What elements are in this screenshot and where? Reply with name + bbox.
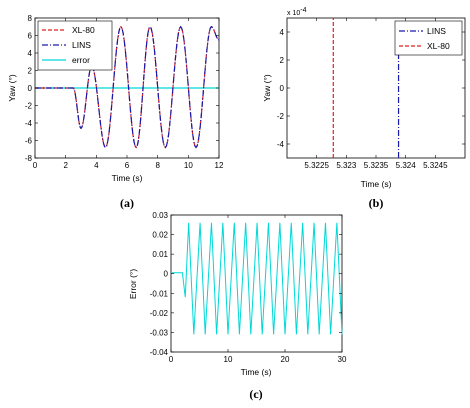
chart-b-ytick-label-4: -4: [277, 140, 285, 149]
chart-b-exponent-power: -4: [300, 7, 306, 14]
chart-a-xtick-label-6: 12: [215, 161, 224, 170]
chart-b-legend-label-xl80: XL-80: [427, 41, 450, 51]
chart-c-ytick-label-4: -0.01: [150, 289, 169, 298]
chart-b-xtick-label-0: 5.3225: [304, 161, 329, 170]
chart-c-ytick-label-6: -0.03: [150, 328, 169, 337]
chart-b-exponent: x 10-4: [287, 7, 307, 17]
chart-a-xtick-label-3: 6: [125, 161, 130, 170]
chart-b-xtick-label-1: 5.323: [336, 161, 357, 170]
chart-b-ticks: 5.3225 5.323 5.3235 5.324 5.3245 4 2 0 -2 -4: [277, 18, 465, 170]
chart-c-series-group: [171, 222, 343, 335]
chart-a-xtick-label-1: 2: [63, 161, 68, 170]
chart-a-series-group: [35, 25, 220, 149]
chart-a-series-lins: [35, 25, 220, 149]
caption-a: (a): [120, 196, 134, 210]
chart-b-xlabel: Time (s): [361, 179, 392, 189]
chart-a-ytick-label-2: 4: [28, 49, 33, 58]
chart-b-xtick-label-2: 5.3235: [364, 161, 389, 170]
chart-a-ytick-label-7: -6: [25, 137, 33, 146]
chart-a-ytick-label-0: 8: [28, 14, 33, 23]
chart-b-legend-label-lins: LINS: [427, 26, 446, 36]
chart-a-legend-label-xl80: XL-80: [72, 25, 95, 35]
chart-b: 5.3225 5.323 5.3235 5.324 5.3245 4 2 0 -2 -4 x 10…: [262, 7, 466, 189]
chart-a-ytick-label-6: -4: [25, 119, 33, 128]
chart-b-ytick-label-3: -2: [277, 112, 285, 121]
chart-a-ytick-label-5: -2: [25, 102, 33, 111]
chart-b-legend: LINS XL-80: [394, 20, 463, 56]
chart-b-ytick-label-0: 4: [280, 28, 285, 37]
chart-c-xlabel: Time (s): [241, 367, 272, 377]
caption-c: (c): [249, 387, 262, 401]
chart-b-xtick-label-4: 5.3245: [423, 161, 448, 170]
chart-a-ytick-label-1: 6: [28, 32, 33, 41]
chart-c-xtick-label-2: 20: [281, 355, 290, 364]
chart-b-ytick-label-2: 0: [280, 84, 285, 93]
chart-c-ytick-label-5: -0.02: [150, 309, 169, 318]
chart-a-ytick-label-3: 2: [28, 67, 33, 76]
chart-b-legend-box: [394, 20, 463, 56]
chart-a-xtick-label-0: 0: [33, 161, 38, 170]
chart-a-xtick-label-4: 8: [155, 161, 160, 170]
caption-b: (b): [369, 196, 384, 210]
chart-a-legend-label-lins: LINS: [72, 40, 91, 50]
chart-b-ytick-label-1: 2: [280, 56, 285, 65]
chart-c-ticks: 0 10 20 30 0.03 0.02 0.01 0 -0.01 -0.02 -0.03 -0.04: [150, 211, 347, 364]
chart-a-xtick-label-5: 10: [184, 161, 193, 170]
chart-b-exponent-base: x 10: [287, 10, 300, 17]
chart-a-legend-label-error: error: [72, 55, 90, 65]
chart-a-ytick-label-8: -8: [25, 154, 33, 163]
chart-c-ytick-label-2: 0.01: [152, 250, 168, 259]
chart-b-xtick-label-3: 5.324: [396, 161, 417, 170]
chart-c: 0 10 20 30 0.03 0.02 0.01 0 -0.01 -0.02 -0.03 -0.04…: [128, 211, 347, 377]
chart-a-xlabel: Time (s): [112, 173, 143, 183]
chart-a-xtick-label-2: 4: [94, 161, 99, 170]
chart-c-xtick-label-3: 30: [338, 355, 347, 364]
chart-b-ylabel: Yaw (°): [262, 74, 272, 101]
chart-a-ytick-label-4: 0: [28, 84, 33, 93]
chart-c-ytick-label-0: 0.03: [152, 211, 168, 220]
chart-c-series-error: [171, 222, 343, 335]
chart-c-ylabel: Error (°): [128, 269, 138, 299]
chart-a-ticks: 0 2 4 6 8 10 12 8 6 4 2 0 -2 -4 -6 -8: [25, 14, 224, 170]
chart-c-ytick-label-7: -0.04: [150, 348, 169, 357]
chart-a-legend: XL-80 LINS error: [37, 20, 113, 71]
chart-c-xtick-label-0: 0: [169, 355, 174, 364]
chart-a-ylabel: Yaw (°): [7, 74, 17, 101]
chart-c-ytick-label-1: 0.02: [152, 231, 168, 240]
chart-c-ytick-label-3: 0: [164, 270, 169, 279]
chart-c-xtick-label-1: 10: [224, 355, 233, 364]
chart-b-series-group: [332, 18, 400, 158]
